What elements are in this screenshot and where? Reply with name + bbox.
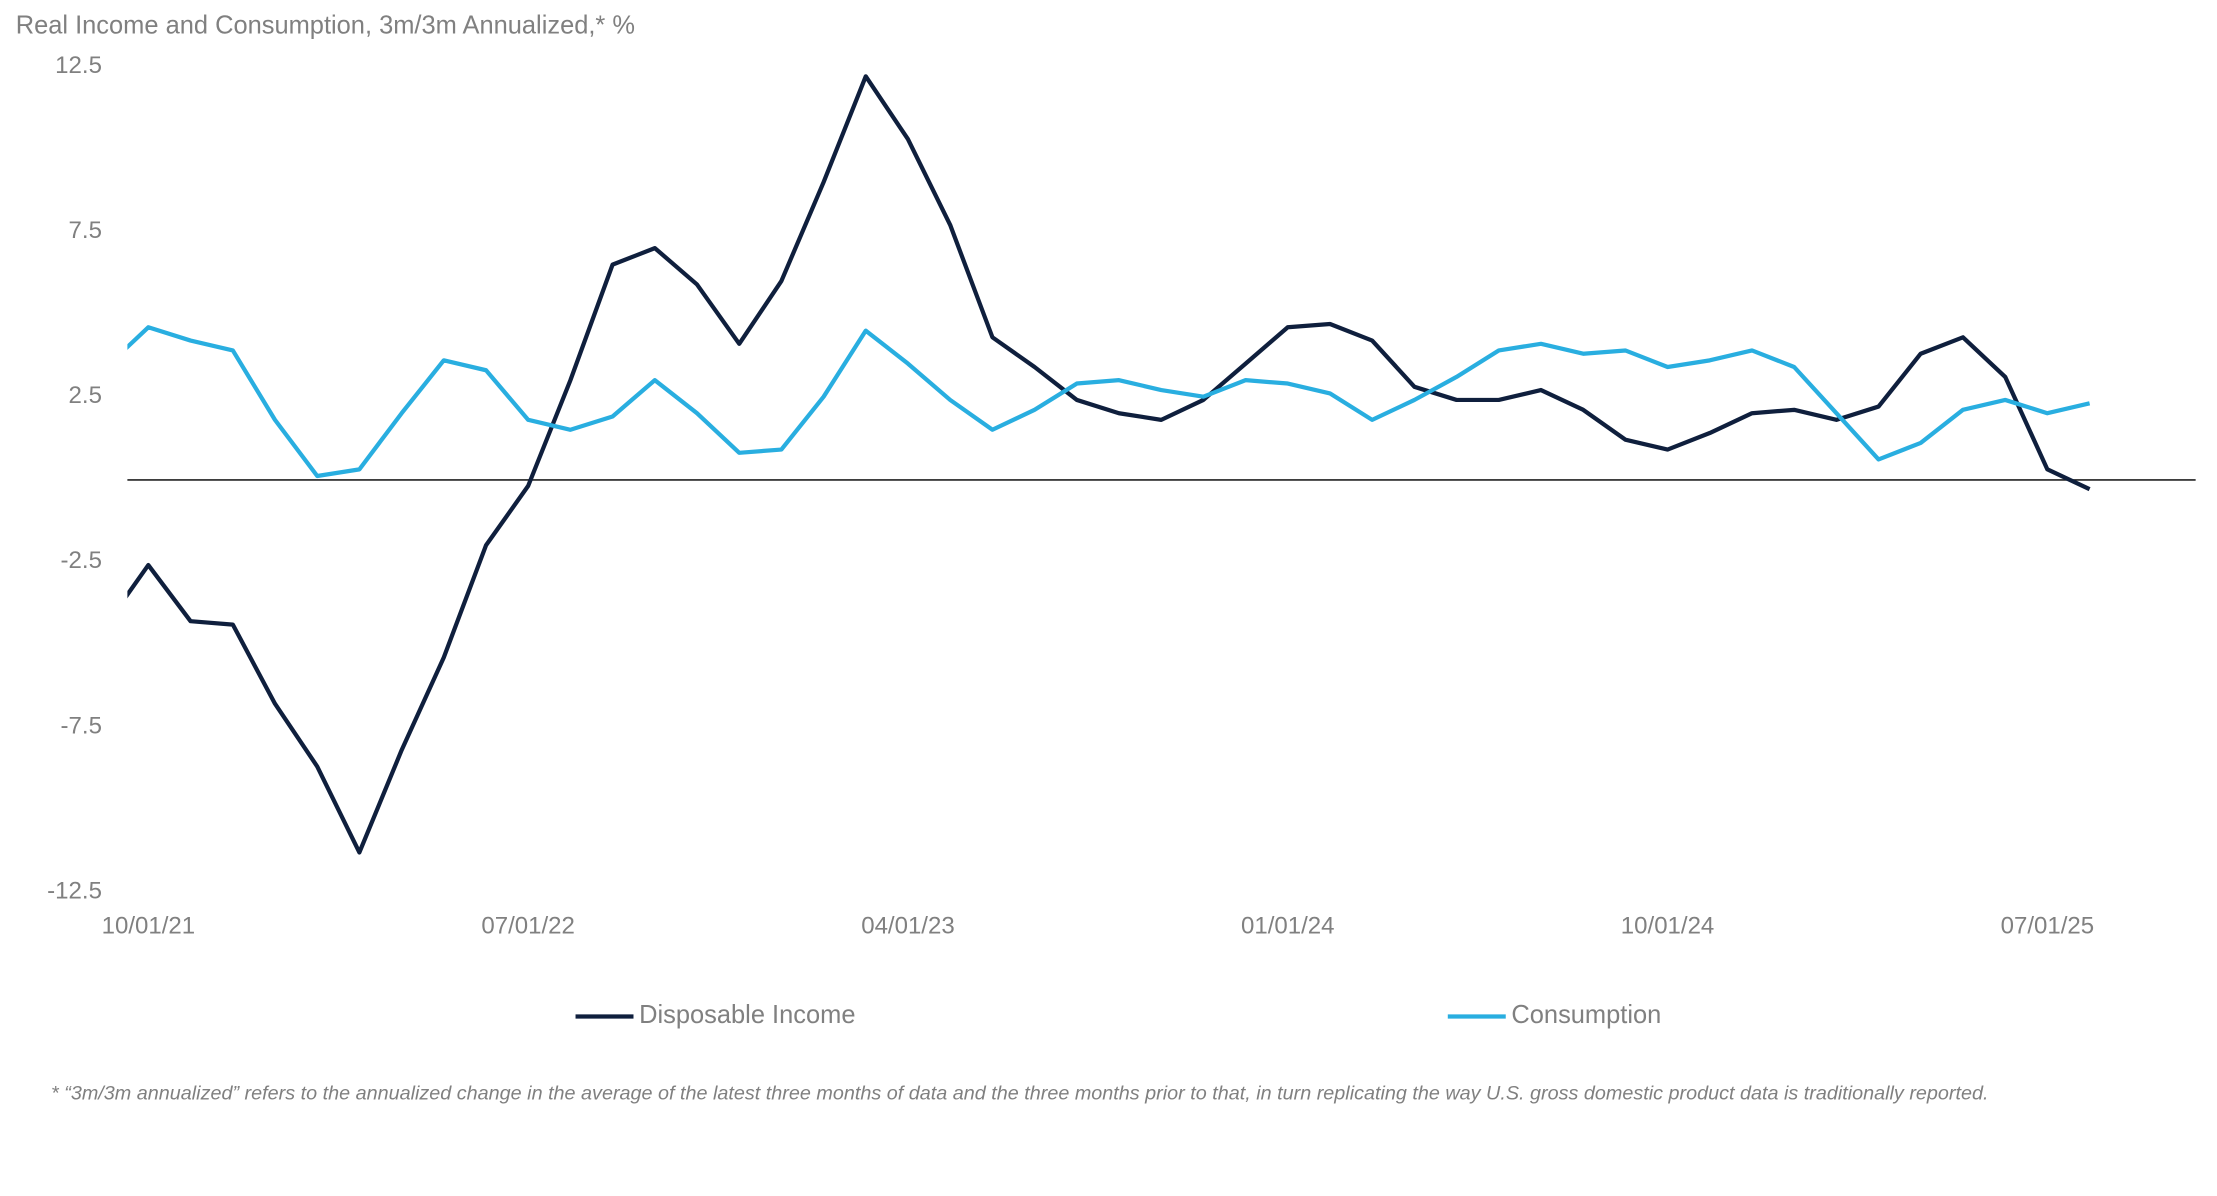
x-tick-label: 10/01/21: [102, 913, 195, 940]
series-line: [127, 325, 2091, 479]
legend-label: Disposable Income: [639, 1001, 855, 1029]
chart-title: Real Income and Consumption, 3m/3m Annua…: [16, 12, 635, 40]
x-tick-label: 01/01/24: [1241, 913, 1334, 940]
x-tick-label: 07/01/22: [481, 913, 574, 940]
y-tick-label: 7.5: [69, 217, 102, 244]
series-line: [127, 74, 2091, 855]
y-tick-label: -12.5: [47, 877, 102, 904]
x-tick-label: 07/01/25: [2001, 913, 2094, 940]
y-tick-label: 2.5: [69, 382, 102, 409]
x-tick-label: 04/01/23: [861, 913, 954, 940]
y-tick-label: -2.5: [61, 547, 102, 574]
plot-area: [127, 74, 2091, 855]
y-tick-label: 12.5: [55, 52, 102, 79]
legend-label: Consumption: [1511, 1001, 1661, 1029]
y-tick-label: -7.5: [61, 712, 102, 739]
footnote: * “3m/3m annualized” refers to the annua…: [51, 1082, 1988, 1104]
x-tick-label: 10/01/24: [1621, 913, 1714, 940]
